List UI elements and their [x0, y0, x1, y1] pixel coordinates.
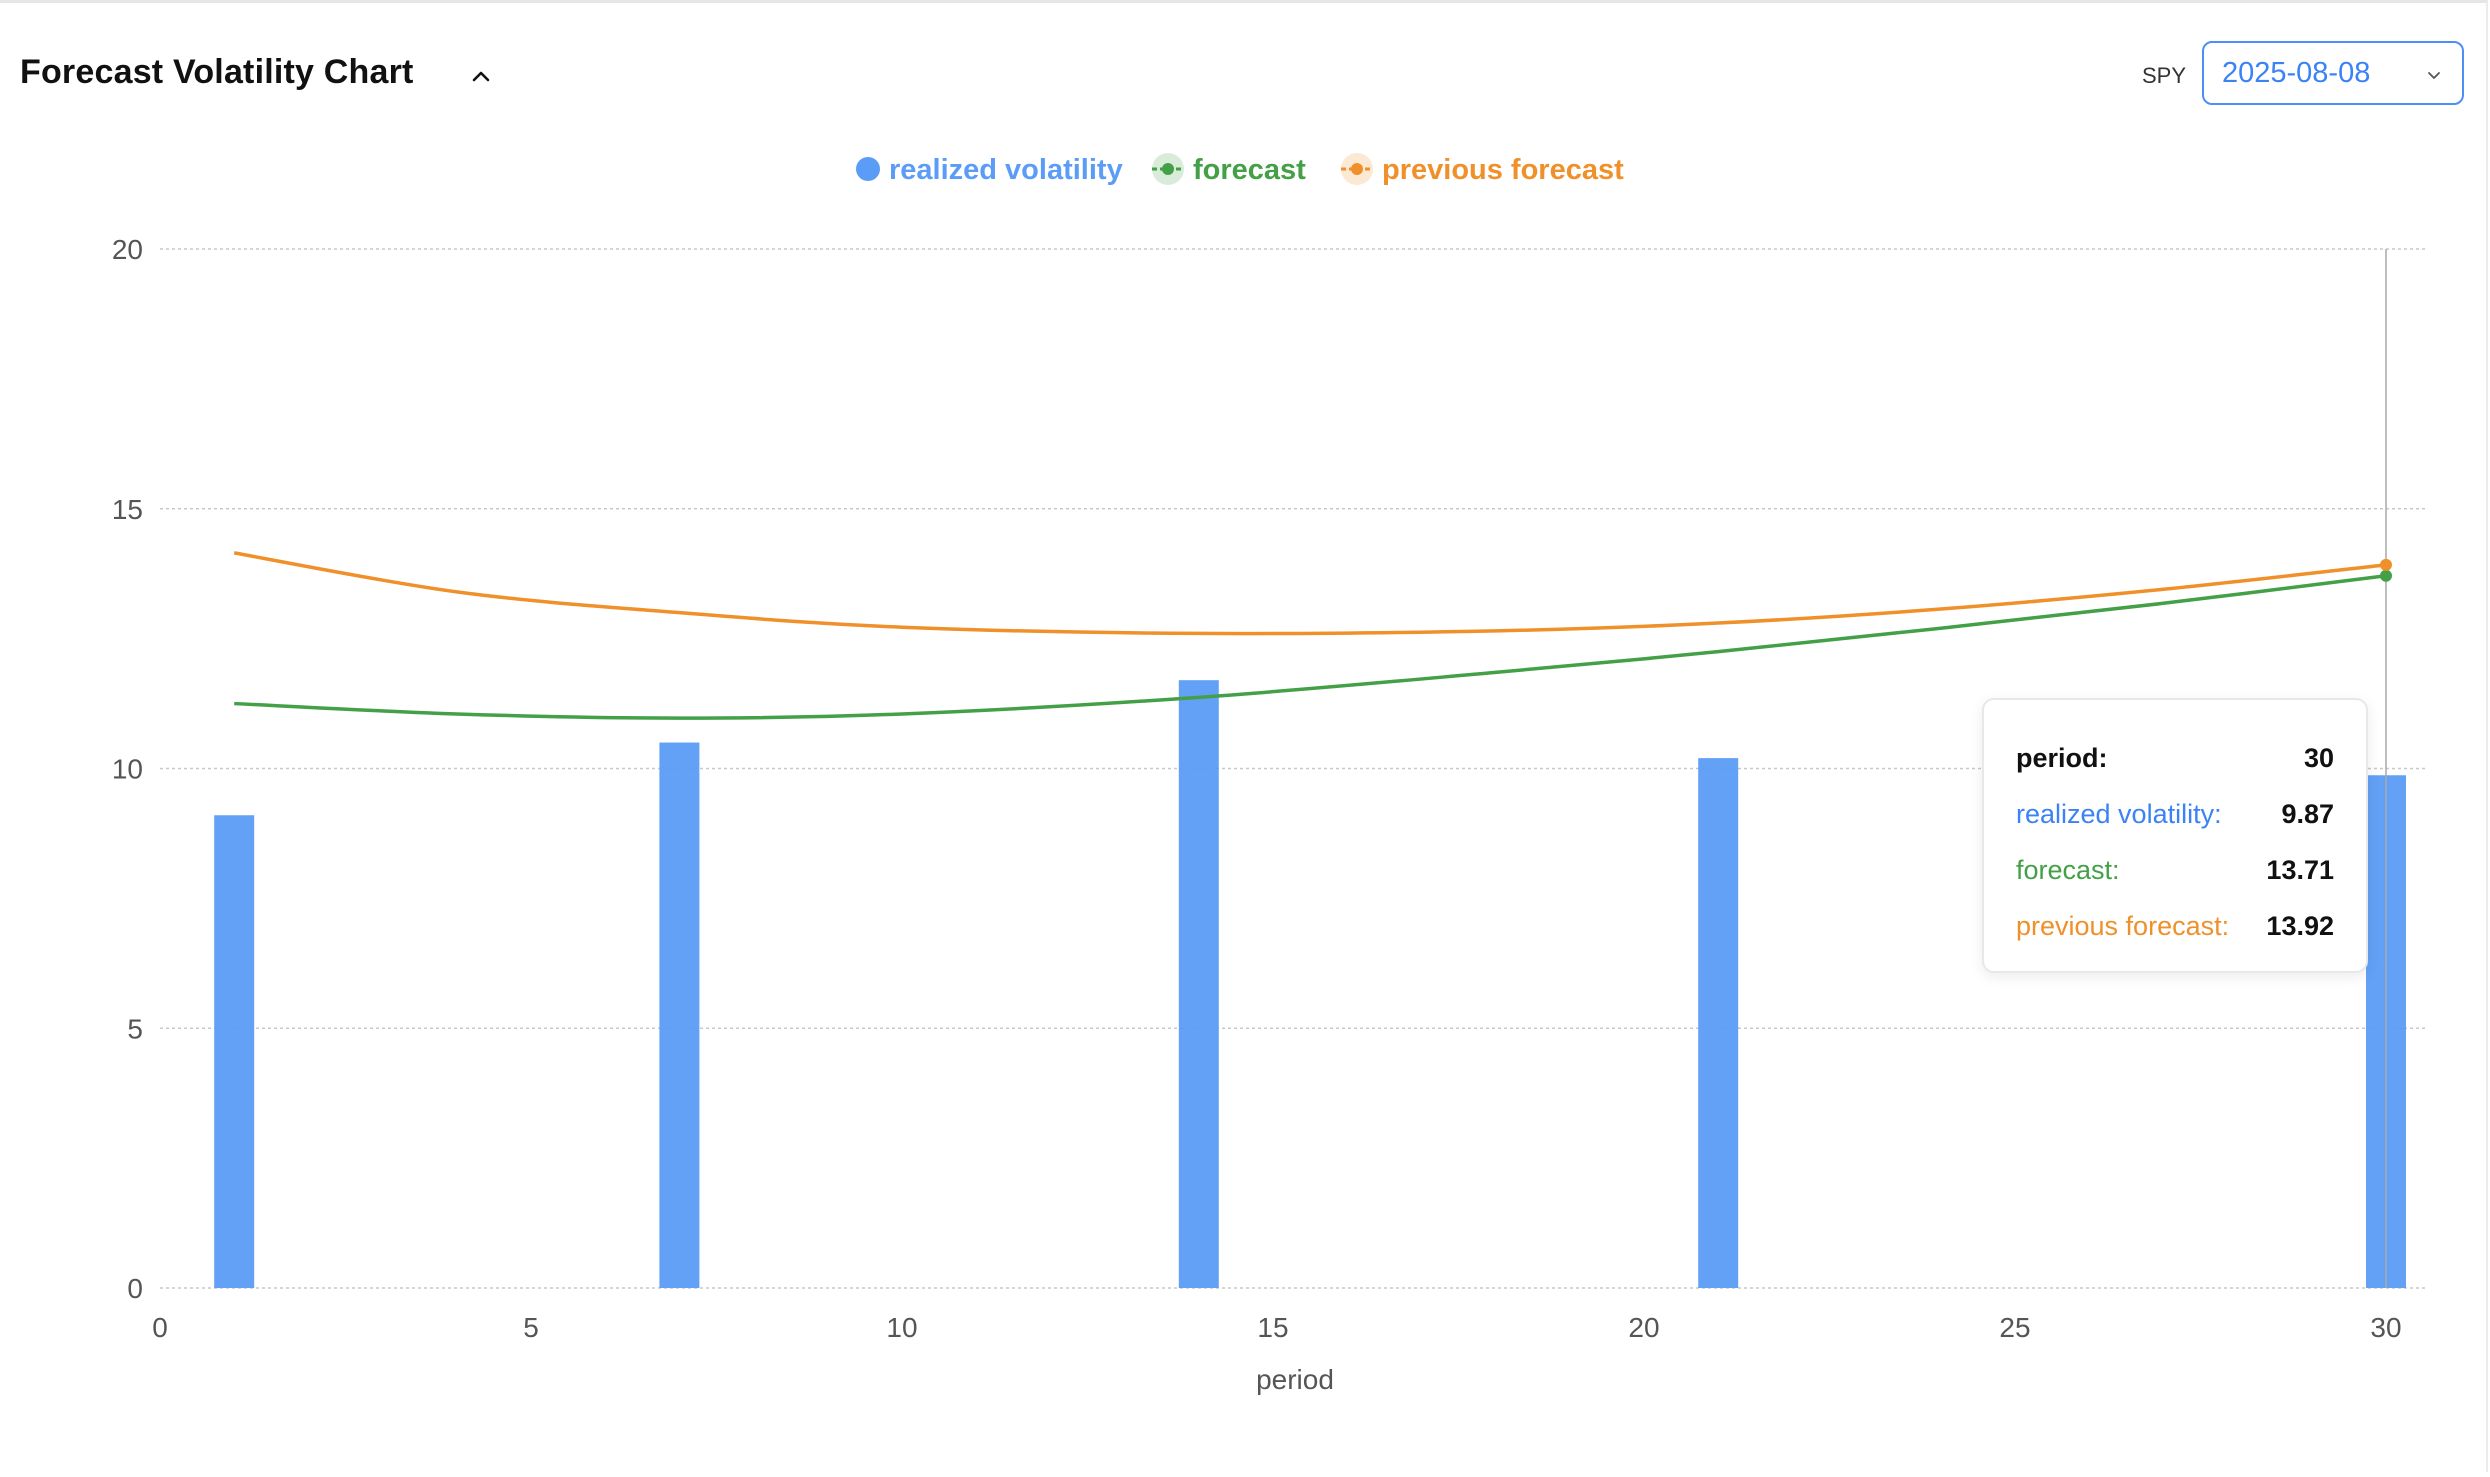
y-tick-label: 20 [112, 234, 143, 265]
hover-point-forecast [2380, 569, 2392, 582]
tooltip-row-previous: previous forecast: 13.92 [2016, 898, 2334, 954]
date-select-value: 2025-08-08 [2222, 56, 2371, 89]
tooltip-realized-value: 9.87 [2281, 799, 2334, 829]
bar-realized-volatility [659, 742, 700, 1288]
line-previous-forecast [233, 551, 2387, 636]
tooltip-row-realized: realized volatility: 9.87 [2016, 786, 2334, 842]
hover-point-previous-forecast [2380, 558, 2392, 571]
chart-tooltip: period: 30 realized volatility: 9.87 for… [1982, 698, 2368, 973]
chevron-up-icon[interactable] [466, 61, 496, 91]
x-axis-title: period [1256, 1364, 1334, 1395]
x-tick-label: 10 [886, 1312, 917, 1343]
tooltip-previous-value: 13.92 [2266, 911, 2334, 941]
tooltip-realized-label: realized volatility: [2016, 799, 2222, 829]
legend-label-previous-forecast: previous forecast [1382, 154, 1624, 186]
legend-swatch-forecast-dot [1162, 163, 1174, 175]
x-tick-label: 25 [1999, 1312, 2030, 1343]
bar-realized-volatility [1178, 680, 1219, 1288]
date-select[interactable]: 2025-08-08 [2202, 41, 2464, 105]
tooltip-period-label: period: [2016, 743, 2108, 773]
tooltip-previous-label: previous forecast: [2016, 911, 2230, 941]
line-forecast [234, 574, 2387, 720]
y-tick-label: 15 [112, 494, 143, 525]
legend-label-forecast: forecast [1193, 154, 1306, 186]
bar-realized-volatility [1698, 758, 1739, 1288]
x-tick-label: 20 [1628, 1312, 1659, 1343]
chart-title: Forecast Volatility Chart [20, 53, 414, 91]
chevron-down-icon [2428, 72, 2440, 79]
tooltip-row-period: period: 30 [2016, 730, 2334, 786]
tooltip-period-value: 30 [2303, 743, 2334, 773]
volatility-chart: realized volatility forecast previous fore… [112, 153, 2426, 1395]
tooltip-row-forecast: forecast: 13.71 [2016, 842, 2334, 898]
y-tick-label: 5 [127, 1013, 143, 1044]
ticker-label: SPY [2142, 63, 2187, 88]
y-tick-label: 0 [127, 1273, 143, 1304]
y-tick-label: 10 [112, 754, 143, 785]
legend-label-realized-volatility: realized volatility [889, 154, 1123, 186]
bar-realized-volatility [214, 815, 255, 1288]
tooltip-forecast-value: 13.71 [2266, 855, 2334, 885]
x-tick-label: 15 [1257, 1312, 1288, 1343]
x-tick-label: 0 [152, 1312, 168, 1343]
x-tick-label: 5 [523, 1312, 539, 1343]
x-tick-label: 30 [2370, 1312, 2401, 1343]
legend-swatch-realized-volatility [856, 157, 880, 181]
legend-swatch-previous-forecast-dot [1351, 163, 1363, 175]
tooltip-forecast-label: forecast: [2016, 855, 2120, 885]
